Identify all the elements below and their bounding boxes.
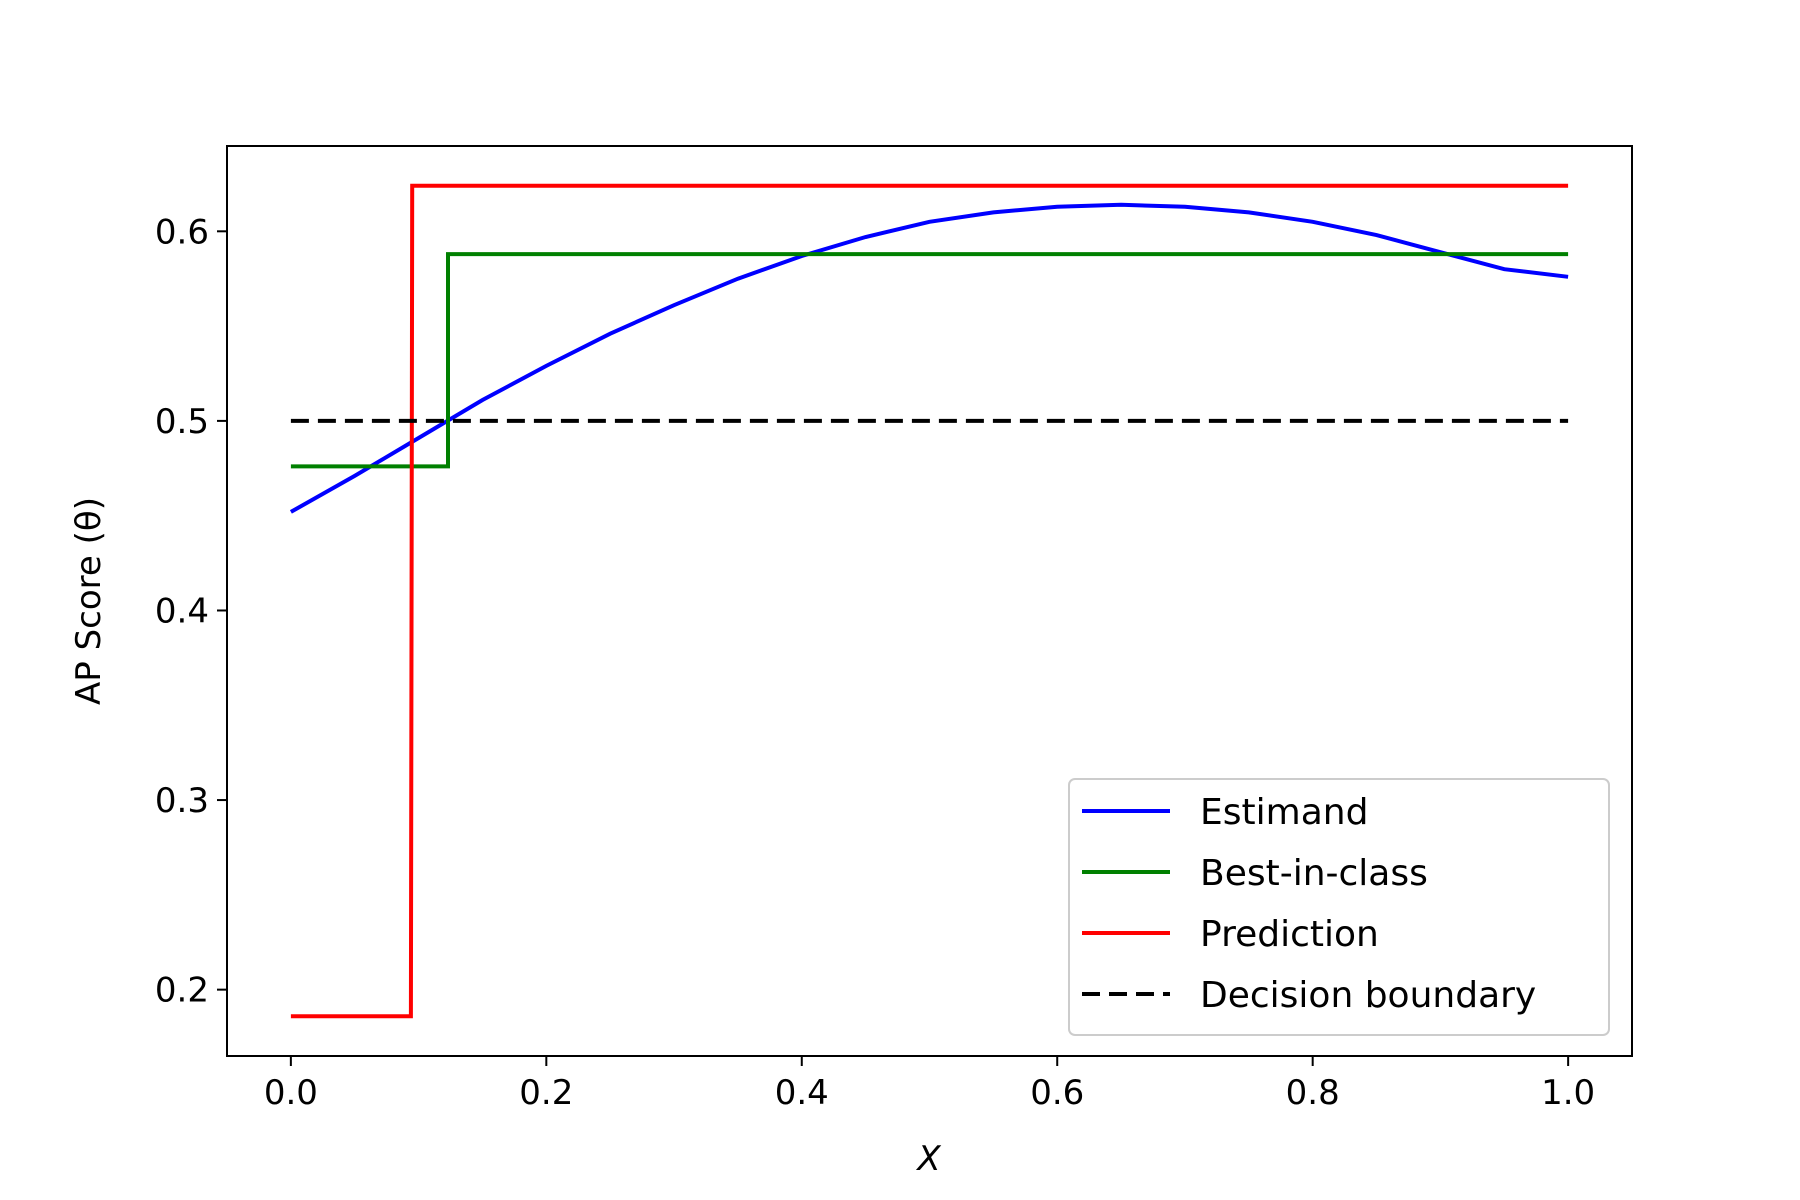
legend-label: Prediction [1200,914,1379,955]
plot-area [289,183,1569,1019]
x-tick-label: 0.4 [775,1073,829,1113]
y-tick-label: 0.2 [155,971,209,1011]
legend-label: Best-in-class [1200,853,1428,894]
y-tick-label: 0.6 [155,212,209,252]
x-tick-label: 0.2 [519,1073,573,1113]
x-tick-label: 0.6 [1030,1073,1084,1113]
axes-frame [226,145,1633,1057]
series-line-prediction [290,183,1569,1019]
x-tick-label: 1.0 [1541,1073,1595,1113]
legend-label: Decision boundary [1200,975,1536,1016]
y-tick-label: 0.4 [155,591,209,631]
series-line-estimand [289,202,1569,514]
x-axis-label: X [915,1139,941,1179]
legend-box [1068,778,1610,1036]
series-line-best-in-class [290,252,1569,469]
legend-label: Estimand [1200,792,1368,833]
x-axis-ticks: 0.0 0.2 0.4 0.6 0.8 1.0 [264,1056,1595,1113]
y-axis-ticks: 0.2 0.3 0.4 0.5 0.6 [155,212,227,1011]
y-axis-label: AP Score (θ) [69,497,109,705]
y-tick-label: 0.5 [155,402,209,442]
x-tick-label: 0.0 [264,1073,318,1113]
legend: Estimand Best-in-class Prediction Decision … [1068,778,1610,1036]
x-tick-label: 0.8 [1286,1073,1340,1113]
y-tick-label: 0.3 [155,781,209,821]
